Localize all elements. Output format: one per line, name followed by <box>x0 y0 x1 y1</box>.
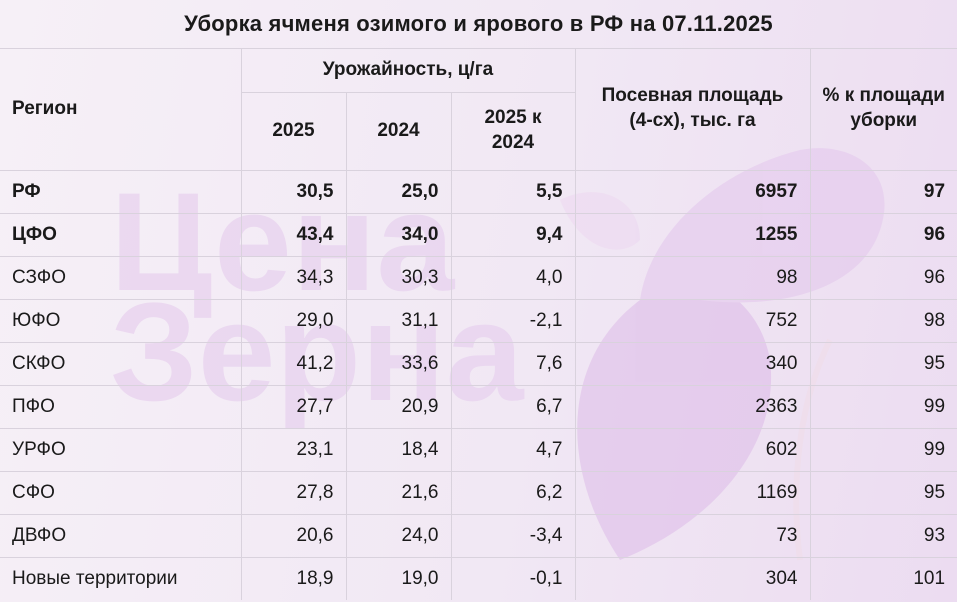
cell-area: 340 <box>574 341 811 386</box>
cell-region: СКФО <box>0 341 242 386</box>
cell-diff: -2,1 <box>450 298 576 343</box>
cell-percent: 98 <box>809 298 957 343</box>
cell-diff: 7,6 <box>450 341 576 386</box>
header-area: Посевная площадь (4-сх), тыс. га <box>574 47 811 171</box>
cell-region: ПФО <box>0 384 242 429</box>
cell-diff: 6,7 <box>450 384 576 429</box>
cell-diff: -0,1 <box>450 556 576 600</box>
cell-yield-2025: 27,8 <box>240 470 347 515</box>
cell-percent: 96 <box>809 212 957 257</box>
cell-region: СЗФО <box>0 255 242 300</box>
cell-diff: 5,5 <box>450 169 576 214</box>
cell-percent: 96 <box>809 255 957 300</box>
table-row: ДВФО 20,6 24,0 -3,4 73 93 <box>0 513 957 558</box>
cell-percent: 95 <box>809 341 957 386</box>
header-yield-group: Урожайность, ц/га <box>240 47 576 93</box>
table-row: УРФО 23,1 18,4 4,7 602 99 <box>0 427 957 472</box>
table-row: ПФО 27,7 20,9 6,7 2363 99 <box>0 384 957 429</box>
cell-percent: 93 <box>809 513 957 558</box>
cell-yield-2025: 27,7 <box>240 384 347 429</box>
cell-yield-2025: 18,9 <box>240 556 347 600</box>
cell-yield-2025: 30,5 <box>240 169 347 214</box>
cell-yield-2024: 34,0 <box>345 212 452 257</box>
cell-region: Новые территории <box>0 556 242 600</box>
table-row: СЗФО 34,3 30,3 4,0 98 96 <box>0 255 957 300</box>
cell-percent: 97 <box>809 169 957 214</box>
cell-area: 2363 <box>574 384 811 429</box>
cell-yield-2024: 20,9 <box>345 384 452 429</box>
table-row: РФ 30,5 25,0 5,5 6957 97 <box>0 169 957 214</box>
table-row: ЮФО 29,0 31,1 -2,1 752 98 <box>0 298 957 343</box>
cell-area: 6957 <box>574 169 811 214</box>
table-row: СФО 27,8 21,6 6,2 1169 95 <box>0 470 957 515</box>
table-title: Уборка ячменя озимого и ярового в РФ на … <box>0 0 957 49</box>
cell-yield-2025: 34,3 <box>240 255 347 300</box>
cell-yield-2024: 24,0 <box>345 513 452 558</box>
cell-region: УРФО <box>0 427 242 472</box>
cell-diff: 4,0 <box>450 255 576 300</box>
cell-yield-2024: 21,6 <box>345 470 452 515</box>
cell-area: 752 <box>574 298 811 343</box>
cell-area: 1169 <box>574 470 811 515</box>
table-row: ЦФО 43,4 34,0 9,4 1255 96 <box>0 212 957 257</box>
cell-region: СФО <box>0 470 242 515</box>
cell-region: ЮФО <box>0 298 242 343</box>
cell-area: 1255 <box>574 212 811 257</box>
cell-yield-2025: 23,1 <box>240 427 347 472</box>
table-row: СКФО 41,2 33,6 7,6 340 95 <box>0 341 957 386</box>
header-region: Регион <box>0 47 242 171</box>
cell-yield-2024: 30,3 <box>345 255 452 300</box>
cell-percent: 99 <box>809 427 957 472</box>
cell-diff: 6,2 <box>450 470 576 515</box>
cell-percent: 101 <box>809 556 957 600</box>
cell-yield-2025: 29,0 <box>240 298 347 343</box>
cell-percent: 99 <box>809 384 957 429</box>
cell-region: РФ <box>0 169 242 214</box>
cell-diff: -3,4 <box>450 513 576 558</box>
cell-percent: 95 <box>809 470 957 515</box>
cell-area: 304 <box>574 556 811 600</box>
title-row: Уборка ячменя озимого и ярового в РФ на … <box>0 0 957 49</box>
cell-yield-2024: 19,0 <box>345 556 452 600</box>
header-2024: 2024 <box>345 91 452 171</box>
header-row-1: Регион Урожайность, ц/га Посевная площад… <box>0 47 957 171</box>
cell-area: 73 <box>574 513 811 558</box>
header-diff: 2025 к 2024 <box>450 91 575 171</box>
header-row-2: 2025 2024 2025 к 2024 <box>0 91 957 171</box>
cell-area: 602 <box>574 427 811 472</box>
cell-yield-2025: 43,4 <box>240 212 347 257</box>
cell-yield-2024: 33,6 <box>345 341 452 386</box>
header-percent: % к площади уборки <box>809 47 957 171</box>
cell-yield-2025: 41,2 <box>240 341 347 386</box>
cell-area: 98 <box>574 255 811 300</box>
cell-diff: 4,7 <box>450 427 576 472</box>
cell-yield-2025: 20,6 <box>240 513 347 558</box>
cell-region: ДВФО <box>0 513 242 558</box>
cell-yield-2024: 31,1 <box>345 298 452 343</box>
cell-diff: 9,4 <box>450 212 576 257</box>
table-row: Новые территории 18,9 19,0 -0,1 304 101 <box>0 556 957 600</box>
cell-yield-2024: 25,0 <box>345 169 452 214</box>
cell-region: ЦФО <box>0 212 242 257</box>
header-2025: 2025 <box>241 91 347 171</box>
cell-yield-2024: 18,4 <box>345 427 452 472</box>
